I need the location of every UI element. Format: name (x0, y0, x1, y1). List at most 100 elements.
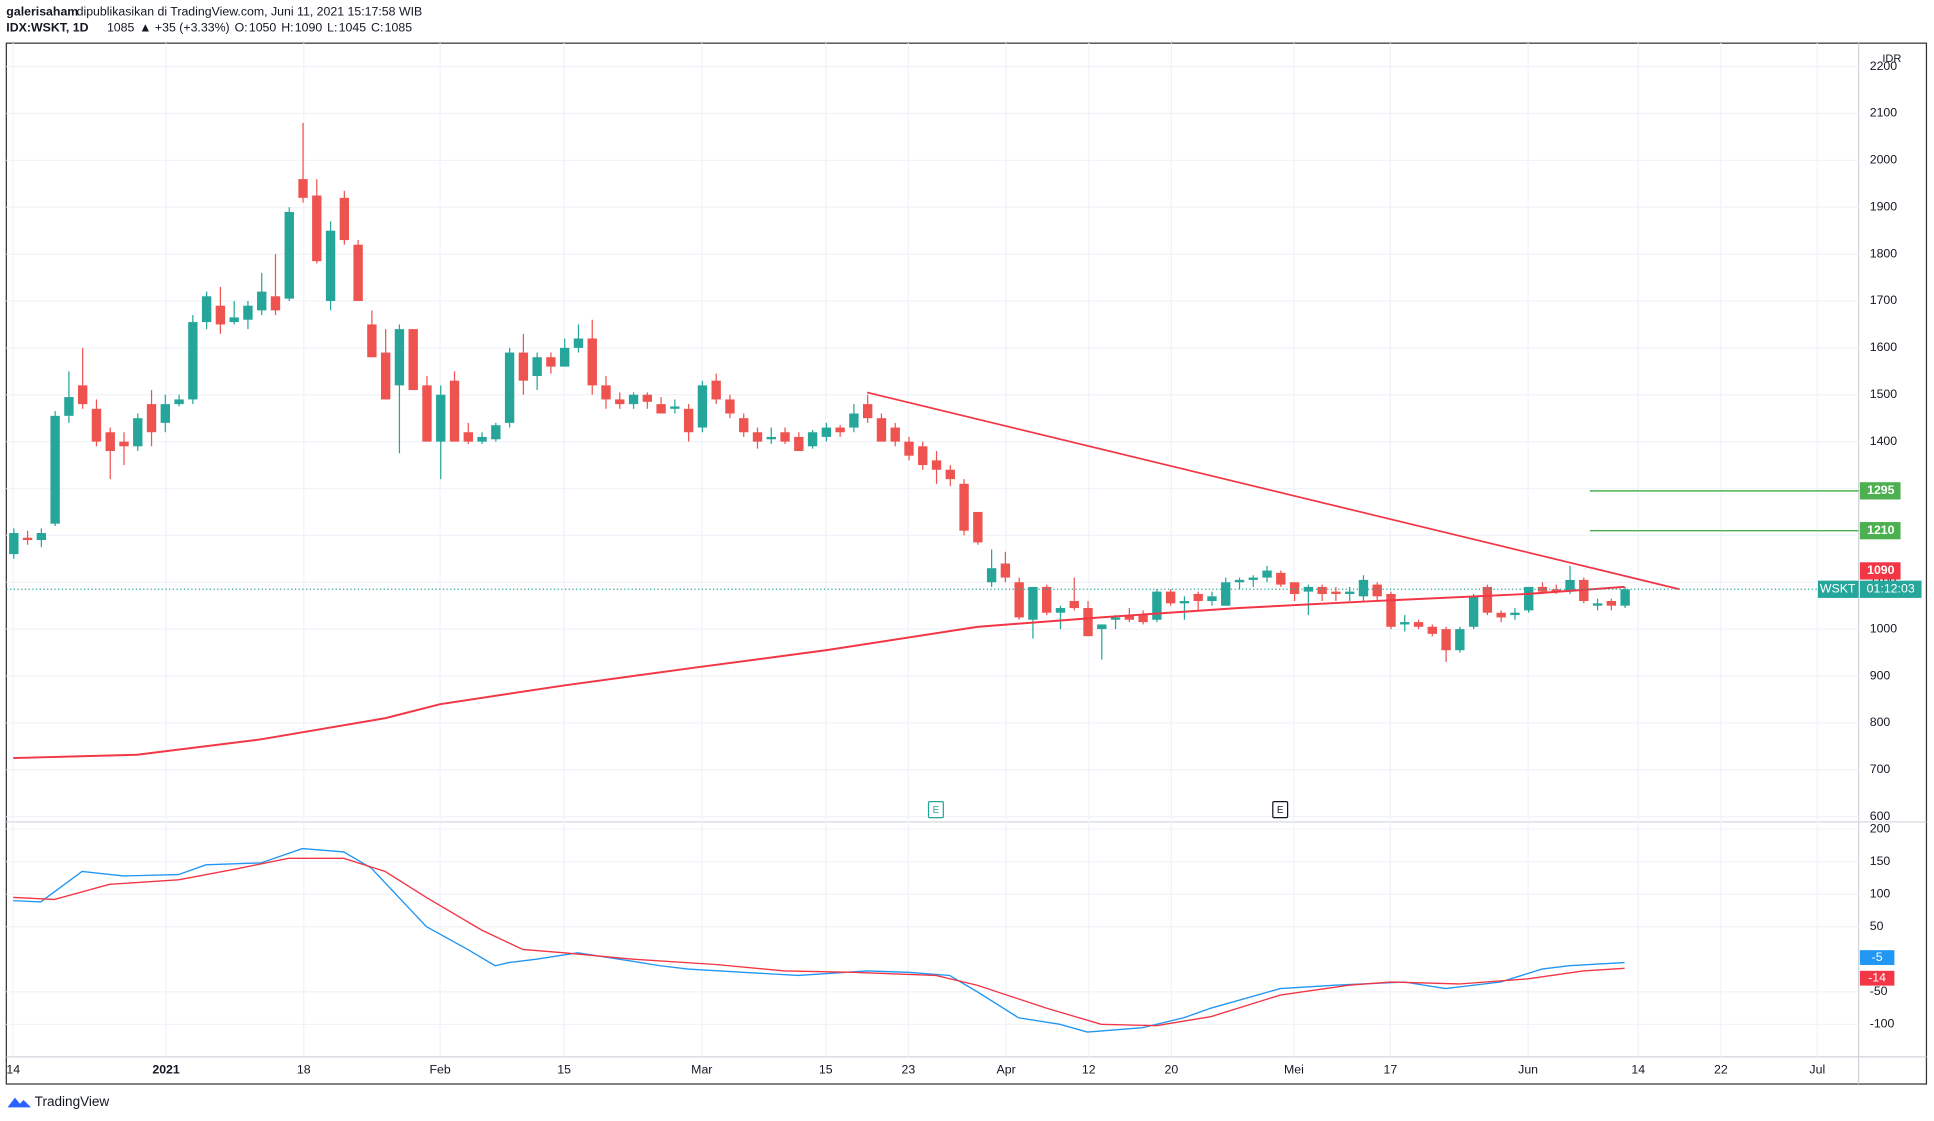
candle-body (1358, 579, 1369, 597)
candle-body (1496, 612, 1506, 618)
candle-body (463, 432, 473, 442)
author: galerisaham (6, 5, 78, 19)
candle-body (298, 179, 308, 198)
candle-body (1331, 591, 1341, 594)
ohlc-value: 1085 (385, 21, 413, 35)
x-tick-label: 20 (1165, 1063, 1179, 1077)
candle-body (807, 432, 818, 447)
x-tick-label: 22 (1714, 1063, 1728, 1077)
y-tick-label: 1400 (1870, 434, 1898, 448)
candle-body (1014, 582, 1024, 618)
countdown-tag (1859, 580, 1922, 598)
candle-body (821, 427, 832, 437)
candle-body (1372, 584, 1382, 597)
indicator-tag (1859, 950, 1895, 965)
y-tick-label: 1700 (1870, 293, 1898, 307)
chart-frame (5, 42, 1928, 1085)
x-tick-label: 14 (1631, 1063, 1645, 1077)
ohlc-value: 1090 (295, 21, 323, 35)
ohlc-name: L: (327, 21, 337, 35)
candle-body (201, 296, 212, 323)
candle-body (560, 347, 570, 367)
y2-tick-label: -50 (1870, 984, 1888, 998)
candle-body (449, 380, 460, 442)
candle-body (1441, 629, 1451, 651)
candle-body (766, 436, 776, 440)
candle-body (188, 322, 198, 400)
candle-body (270, 296, 281, 311)
candle-body (1234, 579, 1245, 583)
x-tick-label: 2021 (152, 1063, 180, 1077)
candle-body (1317, 586, 1327, 594)
candle-body (794, 436, 804, 451)
candle-body (229, 317, 239, 323)
candle-body (22, 537, 33, 541)
logo (7, 1097, 31, 1108)
candle-body (945, 469, 955, 480)
candle-body (367, 324, 377, 358)
candle-body (739, 418, 749, 433)
candle-body (436, 394, 446, 442)
change: ▲ +35 (+3.33%) (139, 21, 229, 35)
candle-body (1592, 603, 1603, 606)
candle-body (491, 425, 501, 440)
candle-body (1179, 601, 1190, 604)
candle-body (1138, 615, 1148, 623)
symbol: IDX:WSKT, 1D (6, 21, 88, 35)
candle-body (1124, 615, 1135, 620)
candle-body (1262, 570, 1272, 578)
candle-body (656, 404, 666, 414)
x-tick-label: 17 (1384, 1063, 1398, 1077)
candle-body (835, 427, 845, 433)
ohlc-name: O: (235, 21, 248, 35)
published: dipublikasikan di TradingView.com, Juni … (77, 5, 423, 19)
candle-body (1565, 579, 1575, 592)
y-tick-label: 1900 (1870, 199, 1898, 213)
earnings-marker (927, 800, 944, 819)
candle-body (601, 385, 611, 400)
candle-body (876, 418, 887, 442)
candle-body (64, 397, 74, 416)
candle-body (1551, 589, 1561, 592)
x-tick-label: Mar (691, 1063, 712, 1077)
candle-body (174, 399, 184, 405)
candle-body (1482, 586, 1493, 613)
candle-body (587, 338, 597, 386)
candle-body (36, 533, 47, 541)
y-tick-label: 1600 (1870, 340, 1898, 354)
candle-body (1055, 608, 1066, 613)
candle-body (1524, 586, 1534, 611)
x-tick-label: 23 (902, 1063, 916, 1077)
y-tick-label: 700 (1870, 762, 1891, 776)
candle-body (1276, 572, 1286, 585)
countdown: 01:12:03 (1867, 582, 1915, 596)
candle-body (904, 441, 914, 456)
earnings-marker (1272, 800, 1289, 819)
footer: TradingView (7, 1094, 109, 1109)
level-label: 1295 (1867, 483, 1895, 497)
candle-body (1165, 591, 1176, 604)
y-tick-label: 2200 (1870, 59, 1898, 73)
candle-body (408, 329, 418, 391)
candle-body (77, 385, 88, 405)
candle-body (1413, 622, 1424, 627)
candle-body (931, 460, 942, 470)
candle-body (1207, 596, 1217, 602)
candle-body (959, 483, 969, 531)
ticker-label: WSKT (1820, 582, 1856, 596)
line (13, 857, 1625, 1027)
candle-body (422, 385, 432, 442)
candle-body (1344, 591, 1355, 594)
x-tick-label: Mei (1284, 1063, 1304, 1077)
candle-body (353, 244, 363, 301)
indicator-tag (1859, 970, 1895, 986)
candle-body (1386, 593, 1396, 627)
x-tick-label: 12 (1082, 1063, 1096, 1077)
candle-body (862, 404, 873, 419)
candle-body (752, 432, 763, 442)
candle-body (1248, 577, 1258, 580)
candle-body (711, 380, 721, 400)
ohlc-value: 1045 (339, 21, 367, 35)
candle-body (1455, 629, 1465, 651)
